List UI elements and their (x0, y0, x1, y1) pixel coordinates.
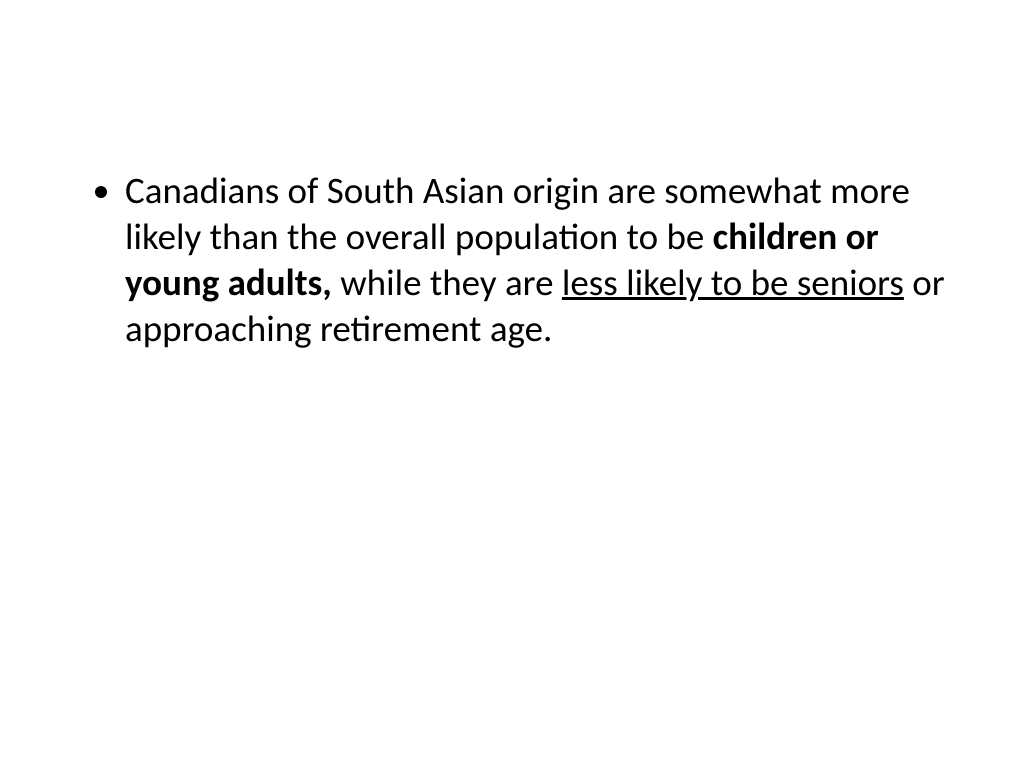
bullet-item: Canadians of South Asian origin are some… (125, 168, 954, 352)
slide: Canadians of South Asian origin are some… (0, 0, 1024, 768)
text-segment-3: while they are (332, 260, 562, 305)
text-segment-underlined: less likely to be seniors (562, 260, 904, 305)
bullet-list: Canadians of South Asian origin are some… (70, 168, 954, 352)
